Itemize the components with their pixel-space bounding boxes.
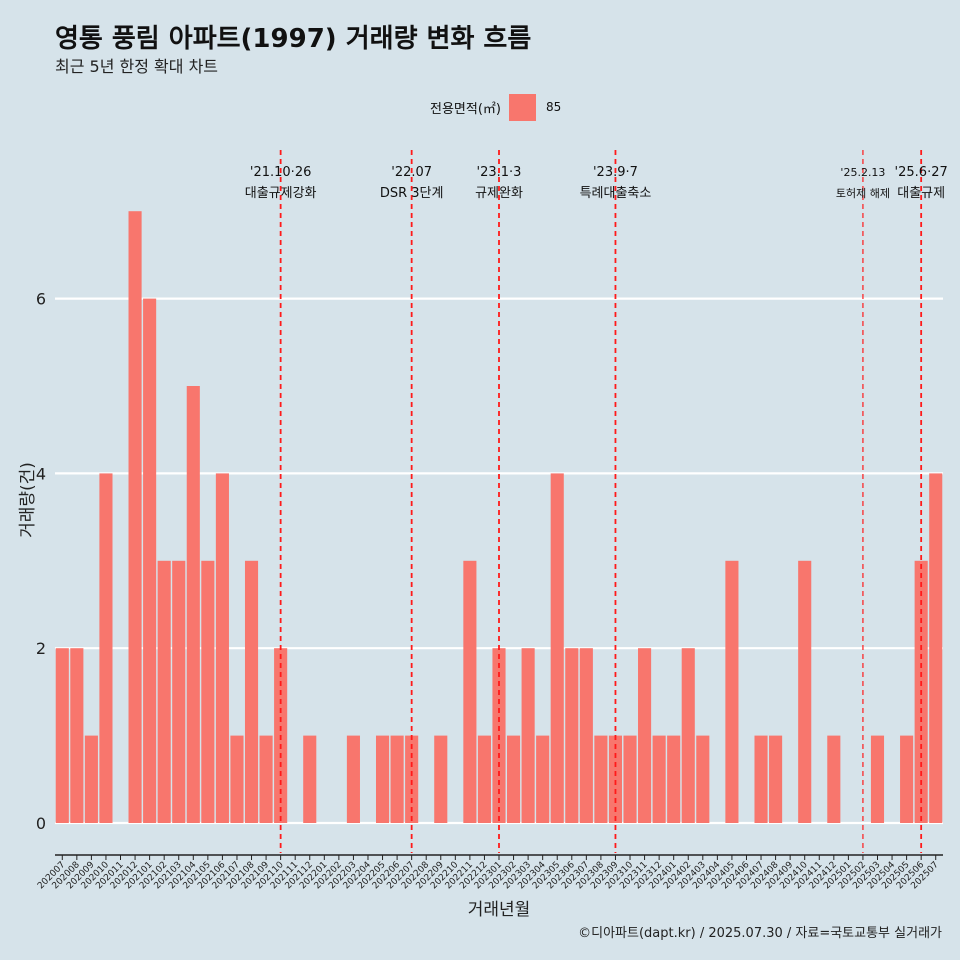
bar xyxy=(696,735,710,823)
y-tick-label: 4 xyxy=(36,464,46,483)
y-tick-label: 2 xyxy=(36,639,46,658)
bar xyxy=(870,735,885,823)
event-label: 대출규제강화 xyxy=(245,186,317,201)
bar xyxy=(638,648,652,823)
legend-key-label: 85 xyxy=(545,100,562,114)
bar xyxy=(186,386,200,823)
bar xyxy=(375,735,390,823)
bar xyxy=(157,560,171,823)
bar xyxy=(259,735,273,823)
event-date: '23.9·7 xyxy=(593,165,638,180)
bar xyxy=(536,735,550,823)
bar xyxy=(507,735,521,823)
bar xyxy=(769,735,783,823)
bar xyxy=(230,735,244,823)
bar xyxy=(201,560,215,823)
bar xyxy=(725,560,739,823)
bar xyxy=(390,735,404,823)
chart-title: 영통 풍림 아파트(1997) 거래량 변화 흐름 xyxy=(55,24,532,54)
bar xyxy=(244,560,259,823)
legend: 전용면적(㎡) 85 xyxy=(430,93,561,121)
x-axis-title: 거래년월 xyxy=(468,900,531,920)
bar xyxy=(798,560,812,823)
bar xyxy=(84,735,98,823)
bar xyxy=(463,560,477,823)
event-date: '22.07 xyxy=(391,165,432,180)
bar xyxy=(143,298,157,824)
bar xyxy=(667,735,681,823)
bar xyxy=(128,211,142,823)
bar xyxy=(754,735,768,823)
event-date: '25.6·27 xyxy=(895,165,948,180)
bar xyxy=(303,735,317,823)
bar xyxy=(70,648,84,823)
y-tick-label: 0 xyxy=(36,814,46,833)
event-date: '21.10·26 xyxy=(250,165,311,180)
bar xyxy=(550,473,564,823)
event-date: '25.2.13 xyxy=(840,166,885,179)
bar xyxy=(215,473,229,823)
event-date: '23.1·3 xyxy=(477,165,522,180)
bar xyxy=(623,735,637,823)
bar xyxy=(900,735,914,823)
bar xyxy=(434,735,448,823)
event-label: 대출규제 xyxy=(897,186,945,201)
bar xyxy=(594,735,608,823)
bar xyxy=(405,735,419,823)
bar xyxy=(579,648,593,823)
chart-subtitle: 최근 5년 한정 확대 차트 xyxy=(55,57,219,76)
bar xyxy=(477,735,491,823)
bar xyxy=(99,473,113,823)
bar xyxy=(565,648,579,823)
y-axis-title: 거래량(건) xyxy=(18,462,38,538)
bar xyxy=(652,735,666,823)
event-label: 규제완화 xyxy=(475,186,523,201)
source-caption: ©디아파트(dapt.kr) / 2025.07.30 / 자료=국토교통부 실… xyxy=(578,926,942,941)
legend-title: 전용면적(㎡) xyxy=(430,101,501,117)
bar xyxy=(521,648,535,823)
bar xyxy=(681,648,695,823)
event-label: DSR 3단계 xyxy=(380,186,444,201)
bar xyxy=(608,735,623,823)
bar xyxy=(55,648,69,823)
y-tick-label: 6 xyxy=(36,290,46,309)
bar xyxy=(346,735,360,823)
bar xyxy=(929,473,943,823)
bar xyxy=(172,560,186,823)
bar xyxy=(827,735,841,823)
event-label: 토허제 해제 xyxy=(836,186,890,200)
event-label: 특례대출축소 xyxy=(580,186,652,201)
legend-swatch xyxy=(508,93,536,121)
